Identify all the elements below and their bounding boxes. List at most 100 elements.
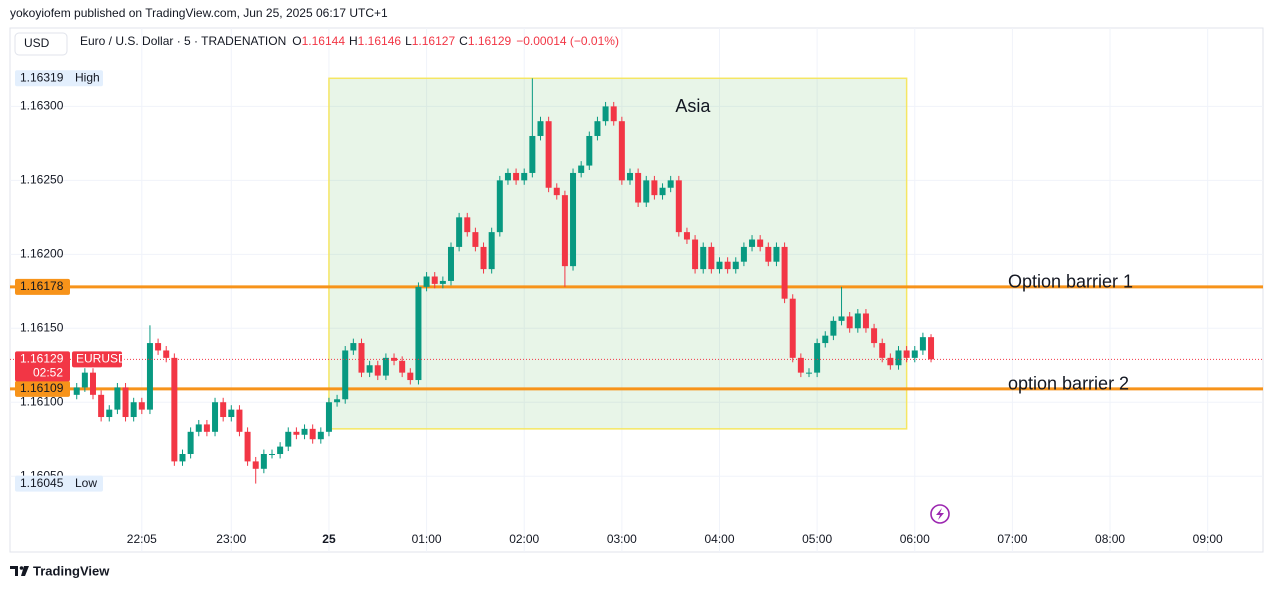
candle-body — [879, 343, 886, 358]
candle-body — [553, 187, 560, 196]
candle-body — [89, 372, 96, 395]
brand-name: TradingView — [33, 563, 110, 578]
low-badge-label: Low — [75, 476, 97, 490]
candle-body — [301, 428, 308, 435]
candle-body — [155, 343, 162, 351]
candle-body — [244, 431, 251, 462]
barrier-label: Option barrier 1 — [1008, 272, 1133, 292]
candle-body — [749, 239, 756, 247]
symbol-badge — [72, 351, 122, 368]
candle-body — [415, 286, 422, 381]
x-tick-label: 23:00 — [216, 532, 246, 546]
candle-body — [846, 316, 853, 329]
candle-body — [561, 195, 568, 267]
plot: 1.16300 1.16250 1.16200 1.16150 1.16100 1.160… — [10, 28, 1263, 552]
x-tick-label: 01:00 — [412, 532, 442, 546]
currency-button[interactable] — [14, 32, 68, 56]
candle-body — [236, 409, 243, 432]
candle-body — [700, 246, 707, 270]
candle-body — [675, 180, 682, 233]
candle-body — [610, 106, 617, 122]
x-tick-label: 03:00 — [607, 532, 637, 546]
x-tick-label: 22:05 — [127, 532, 157, 546]
candle-body — [830, 320, 837, 336]
low-badge-value: 1.16045 — [20, 476, 64, 490]
candle-body — [708, 246, 715, 270]
candle-body — [472, 232, 479, 247]
candle-body — [342, 350, 349, 400]
candle-body — [496, 180, 503, 233]
candle-body — [822, 335, 829, 344]
legend-value: 1.16129 — [468, 34, 512, 48]
candle-body — [488, 232, 495, 270]
price-badge-text: 1.16109 — [20, 381, 64, 395]
high-badge-value: 1.16319 — [20, 70, 64, 84]
candle-body — [651, 180, 658, 196]
y-tick-label: 1.16300 — [20, 99, 64, 113]
y-tick-label: 1.16100 — [20, 394, 64, 408]
x-tick-label: 09:00 — [1193, 532, 1223, 546]
candle-body — [529, 135, 536, 173]
candle-body — [773, 246, 780, 262]
x-tick-label: 08:00 — [1095, 532, 1125, 546]
legend-value: 1.16127 — [412, 34, 456, 48]
legend-symbol: Euro / U.S. Dollar · 5 · TRADENATION — [80, 34, 286, 48]
candle-body — [285, 431, 292, 447]
legend-key: C — [459, 34, 468, 48]
candle-body — [537, 121, 544, 136]
publish-header: yokoyiofem published on TradingView.com,… — [10, 6, 388, 20]
candle-body — [456, 217, 463, 247]
x-tick-label: 04:00 — [704, 532, 734, 546]
x-tick-label: 06:00 — [900, 532, 930, 546]
candle-body — [781, 246, 788, 299]
candle-body — [171, 357, 178, 462]
candle-body — [919, 337, 926, 351]
candle-body — [578, 165, 585, 173]
x-tick-label: 05:00 — [802, 532, 832, 546]
candle-body — [618, 121, 625, 181]
brand-logo — [10, 566, 29, 576]
candle-body — [179, 454, 186, 462]
candle-body — [382, 357, 389, 376]
candle-body — [268, 454, 275, 455]
candle-body — [659, 187, 666, 196]
candle-body — [626, 172, 633, 181]
candle-body — [146, 343, 153, 410]
candle-body — [732, 261, 739, 270]
low-badge — [15, 475, 103, 492]
y-tick-label: 1.16200 — [20, 246, 64, 260]
alert-icon[interactable] — [930, 504, 950, 524]
legend-key: L — [405, 34, 412, 48]
candle-body — [277, 446, 284, 454]
candle-body — [814, 343, 821, 373]
countdown-text: 02:52 — [33, 366, 63, 380]
candle-body — [797, 357, 804, 373]
y-tick-label: 1.16250 — [20, 173, 64, 187]
candle-body — [871, 328, 878, 344]
candle-body — [138, 402, 145, 410]
price-badge — [15, 380, 70, 397]
current-badge — [15, 351, 70, 382]
candle-body — [602, 106, 609, 122]
candle-body — [513, 172, 520, 181]
candle-body — [334, 399, 341, 403]
candle-body — [586, 135, 593, 166]
legend-change: −0.00014 (−0.01%) — [516, 34, 619, 48]
candle-body — [789, 298, 796, 358]
candle-body — [439, 280, 446, 284]
candle-body — [431, 276, 438, 284]
legend-key: O — [292, 34, 301, 48]
chart-frame — [9, 27, 1264, 553]
candle-body — [854, 313, 861, 329]
candle-body — [895, 350, 902, 366]
candle-body — [643, 180, 650, 203]
currency-label[interactable]: USD — [24, 36, 50, 50]
candle-body — [309, 428, 316, 440]
price-badge — [15, 278, 70, 295]
candle-body — [838, 316, 845, 321]
candle-body — [81, 372, 88, 388]
candle-body — [252, 461, 259, 469]
current-badge-text: 1.16129 — [20, 352, 64, 366]
candle-body — [464, 217, 471, 233]
